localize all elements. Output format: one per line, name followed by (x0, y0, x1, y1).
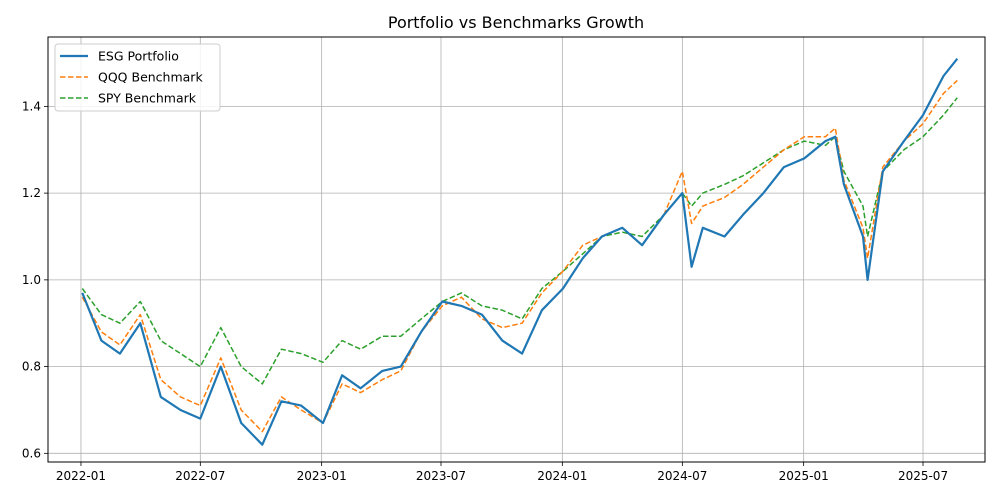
x-tick-label: 2024-01 (537, 469, 587, 483)
legend-label: SPY Benchmark (98, 91, 197, 106)
series-line-esg-portfolio (81, 58, 959, 446)
x-tick-label: 2022-07 (175, 469, 225, 483)
plot-frame (47, 36, 986, 463)
x-tick-label: 2023-01 (297, 469, 347, 483)
x-tick-label: 2025-07 (898, 469, 948, 483)
y-tick-label: 1.2 (22, 186, 41, 200)
series-lines (81, 58, 959, 446)
x-tick-label: 2022-01 (56, 469, 106, 483)
y-tick-label: 0.8 (22, 360, 41, 374)
x-tick-label: 2024-07 (657, 469, 707, 483)
axis-ticks: 2022-01 2022-07 2023-01 2023-07 2024-01 2024-… (22, 99, 948, 483)
x-tick-label: 2023-07 (416, 469, 466, 483)
gridlines (48, 37, 985, 462)
legend-box (54, 43, 221, 112)
y-tick-label: 1.0 (22, 273, 41, 287)
series-line-qqq-benchmark (81, 79, 958, 433)
x-tick-label: 2025-01 (779, 469, 829, 483)
chart-title: Portfolio vs Benchmarks Growth (388, 13, 644, 32)
legend-label: QQQ Benchmark (98, 70, 203, 85)
legend-label: ESG Portfolio (98, 49, 179, 64)
y-tick-label: 0.6 (22, 446, 41, 460)
legend: ESG Portfolio QQQ Benchmark SPY Benchmark (54, 43, 221, 112)
y-tick-label: 1.4 (22, 99, 41, 113)
